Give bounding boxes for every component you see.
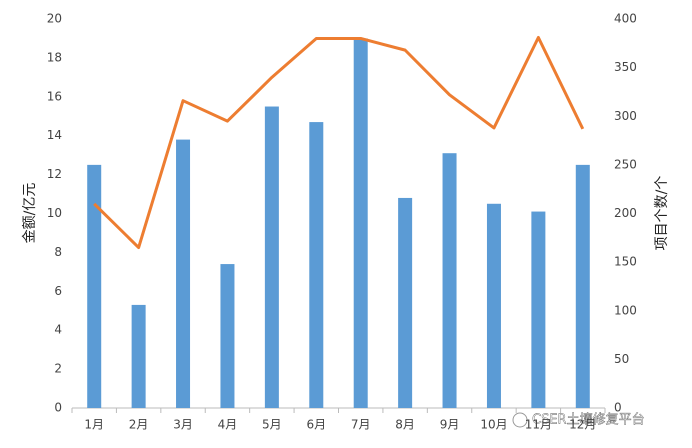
y-tick-label: 0 [54, 401, 62, 415]
x-tick-label: 9月 [440, 418, 460, 432]
bar [353, 38, 368, 408]
x-tick-label: 6月 [306, 418, 326, 432]
bar [309, 122, 324, 409]
y-tick-label: 14 [47, 128, 62, 142]
watermark-icon [512, 412, 528, 428]
x-tick-label: 10月 [480, 418, 507, 432]
bar [87, 164, 102, 408]
bar [486, 203, 501, 408]
bar [131, 304, 146, 408]
y2-tick-label: 100 [614, 303, 637, 317]
y-tick-label: 2 [54, 362, 62, 376]
x-tick-label: 3月 [173, 418, 193, 432]
y-tick-label: 16 [47, 89, 62, 103]
y2-tick-label: 400 [614, 12, 637, 26]
y2-tick-label: 150 [614, 255, 637, 269]
watermark: CSER土壤修复平台 [532, 412, 645, 428]
y2-tick-label: 300 [614, 109, 637, 123]
y-tick-label: 10 [47, 206, 62, 220]
bar [575, 164, 590, 408]
x-tick-label: 5月 [262, 418, 282, 432]
y2-tick-label: 200 [614, 206, 637, 220]
y-tick-label: 20 [47, 12, 62, 26]
bar [398, 197, 413, 408]
bar [442, 153, 457, 408]
x-tick-label: 11月 [525, 418, 552, 432]
x-tick-label: 7月 [351, 418, 371, 432]
bar [220, 264, 235, 408]
y2-tick-label: 50 [614, 352, 629, 366]
y-tick-label: 12 [47, 167, 62, 181]
y-axis-label: 金额/亿元 [22, 183, 38, 244]
line [93, 35, 585, 250]
bar [531, 211, 546, 408]
x-tick-label: 4月 [218, 418, 238, 432]
bar [264, 106, 279, 409]
y-tick-label: 8 [54, 245, 62, 259]
x-tick-label: 8月 [395, 418, 415, 432]
y2-tick-label: 350 [614, 60, 637, 74]
y2-axis-label: 项目个数/个 [654, 176, 670, 251]
x-tick-label: 2月 [129, 418, 149, 432]
x-tick-label: 12月 [569, 418, 596, 432]
x-tick-label: 1月 [84, 418, 104, 432]
y2-tick-label: 250 [614, 157, 637, 171]
bar [176, 139, 191, 408]
y-tick-label: 18 [47, 50, 62, 64]
y-tick-label: 4 [54, 323, 62, 337]
y-tick-label: 6 [54, 284, 62, 298]
y2-tick-label: 0 [614, 401, 622, 415]
